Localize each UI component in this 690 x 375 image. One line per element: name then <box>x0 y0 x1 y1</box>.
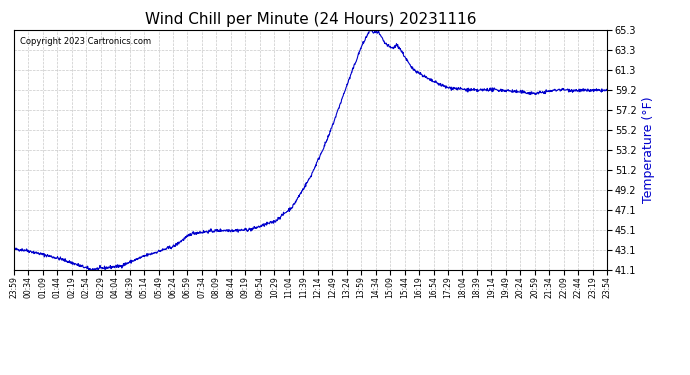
Title: Wind Chill per Minute (24 Hours) 20231116: Wind Chill per Minute (24 Hours) 2023111… <box>145 12 476 27</box>
Y-axis label: Temperature (°F): Temperature (°F) <box>642 97 655 203</box>
Text: Copyright 2023 Cartronics.com: Copyright 2023 Cartronics.com <box>20 37 151 46</box>
